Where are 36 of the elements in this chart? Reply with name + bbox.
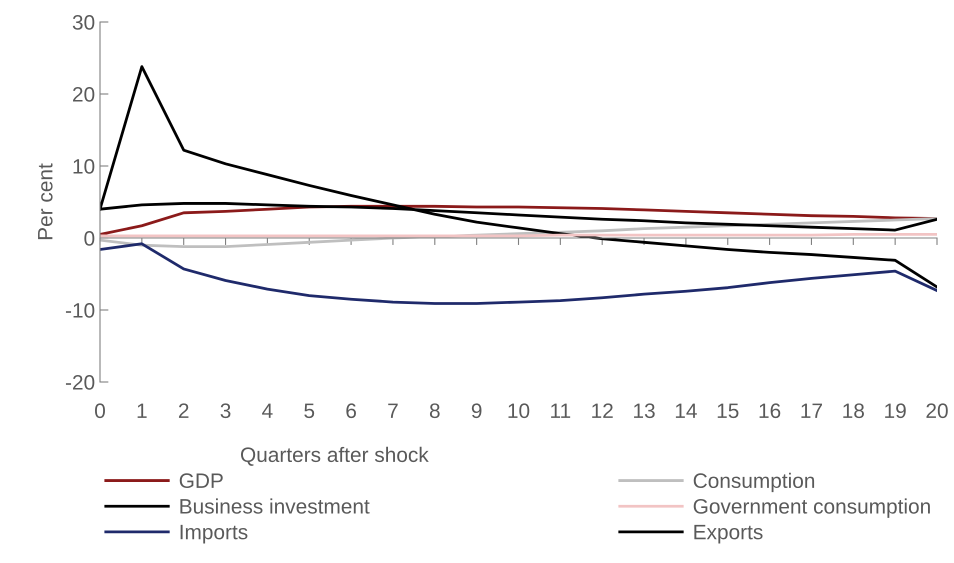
legend-label: GDP — [180, 473, 223, 488]
x-tick-label: 1 — [138, 404, 147, 418]
x-tick-label: 8 — [430, 403, 440, 418]
y-axis-title: Per cent — [38, 163, 53, 240]
line-series — [100, 242, 937, 305]
x-tick-label: 15 — [718, 404, 738, 418]
x-tick-label: 6 — [346, 403, 356, 418]
x-tick-label: 3 — [220, 403, 230, 418]
y-tick-label: -20 — [66, 375, 94, 390]
x-tick-label: 16 — [760, 403, 780, 418]
legend-label: Consumption — [694, 472, 814, 492]
x-axis-title: Quarters after shock — [240, 446, 429, 466]
y-tick-label: 20 — [73, 87, 94, 102]
y-tick-label: -10 — [66, 303, 94, 318]
x-tick-label: 12 — [592, 403, 613, 418]
x-tick-label: 14 — [676, 404, 697, 418]
x-tick-label: 18 — [843, 403, 864, 418]
x-tick-label: 13 — [634, 403, 655, 418]
legend-label: Imports — [180, 524, 248, 544]
y-tick-label: 0 — [84, 231, 94, 246]
x-tick-label: 4 — [262, 404, 273, 418]
x-tick-label: 5 — [304, 404, 314, 418]
legend-label: Business investment — [180, 498, 370, 514]
x-tick-label: 7 — [388, 404, 398, 418]
x-tick-label: 11 — [551, 404, 570, 418]
legend-label: Government consumption — [694, 498, 930, 518]
legend-label: Exports — [694, 524, 763, 544]
x-tick-label: 20 — [926, 403, 948, 418]
y-tick-label: 30 — [72, 15, 94, 30]
x-tick-label: 0 — [95, 403, 105, 418]
y-tick-label: 10 — [74, 159, 94, 174]
x-tick-label: 10 — [508, 403, 530, 418]
x-tick-label: 9 — [472, 403, 482, 418]
x-tick-label: 2 — [178, 403, 188, 418]
x-tick-label: 17 — [801, 404, 822, 418]
x-tick-label: 19 — [885, 403, 906, 418]
